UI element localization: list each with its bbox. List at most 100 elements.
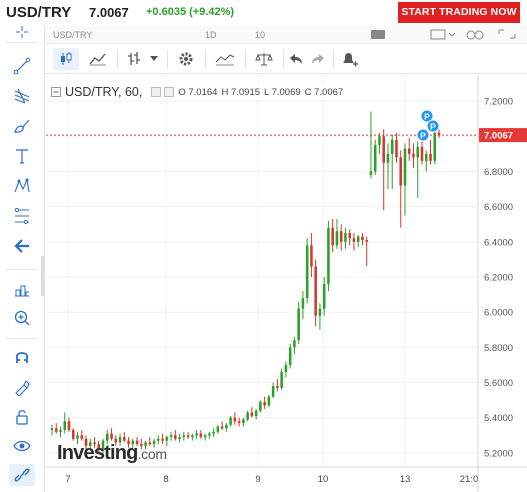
candle-body bbox=[301, 298, 305, 309]
sidebar-scroll-handle[interactable] bbox=[41, 256, 44, 296]
chart-type-candles[interactable] bbox=[53, 48, 79, 70]
candle-body bbox=[186, 435, 190, 438]
start-trading-button[interactable]: START TRADING NOW bbox=[398, 2, 520, 23]
chart-background bbox=[46, 75, 527, 492]
candle-body bbox=[148, 442, 152, 445]
fib-tool[interactable] bbox=[9, 205, 35, 227]
candle-body bbox=[242, 419, 245, 424]
candle-body bbox=[182, 435, 186, 438]
lock-drawing-tool[interactable] bbox=[9, 376, 35, 398]
trendline-icon bbox=[13, 57, 31, 75]
brush-tool[interactable] bbox=[9, 115, 35, 137]
candle-body bbox=[123, 437, 126, 441]
candle-body bbox=[263, 401, 266, 406]
legend-close: C 7.0067 bbox=[304, 86, 344, 98]
undo-button[interactable] bbox=[285, 48, 307, 70]
redo-icon bbox=[312, 54, 324, 64]
unlock-tool[interactable] bbox=[9, 406, 35, 428]
magnet-icon bbox=[16, 352, 28, 363]
event-marker bbox=[420, 109, 434, 123]
symbol-field[interactable]: USD/TRY bbox=[53, 30, 93, 40]
candle-body bbox=[382, 136, 385, 163]
candle-body bbox=[140, 444, 143, 446]
interval-button[interactable]: 1D bbox=[205, 30, 217, 40]
fullscreen-icon[interactable] bbox=[497, 28, 517, 40]
candle-body bbox=[144, 442, 147, 446]
measure-tool[interactable] bbox=[9, 278, 35, 300]
candle-body bbox=[174, 435, 177, 439]
layout-icon[interactable] bbox=[430, 28, 456, 40]
y-tick-label: 6.2000 bbox=[484, 273, 513, 284]
remove-drawings-tool[interactable] bbox=[9, 235, 35, 257]
compare-button[interactable] bbox=[251, 48, 277, 70]
zoom-tool[interactable] bbox=[9, 307, 35, 329]
candle-body bbox=[314, 266, 317, 316]
bar-style-button[interactable] bbox=[123, 48, 145, 70]
candle-body bbox=[225, 424, 228, 429]
chart-type-line[interactable] bbox=[85, 48, 111, 70]
magnet-tool[interactable] bbox=[9, 346, 35, 368]
candle-body bbox=[195, 433, 198, 436]
candle-body bbox=[386, 153, 390, 163]
candlestick-icon bbox=[61, 52, 72, 65]
text-tool[interactable] bbox=[9, 145, 35, 167]
candle-body bbox=[437, 132, 441, 136]
undo-icon bbox=[290, 54, 302, 64]
cloud-icon[interactable] bbox=[465, 28, 487, 40]
candle-body bbox=[97, 444, 101, 450]
legend-hide-button[interactable] bbox=[164, 87, 175, 97]
alert-button[interactable] bbox=[337, 48, 361, 70]
candle-body bbox=[93, 442, 96, 445]
candle-body bbox=[424, 153, 428, 161]
legend-settings-button[interactable] bbox=[151, 87, 162, 97]
candle-body bbox=[271, 386, 275, 397]
trendline-tool[interactable] bbox=[9, 55, 35, 77]
bar-style-dropdown[interactable] bbox=[147, 48, 161, 70]
pair-symbol: USD/TRY bbox=[6, 4, 72, 21]
watermark-brand: Investing bbox=[57, 442, 138, 464]
candle-body bbox=[80, 435, 84, 439]
candle-body bbox=[267, 396, 271, 406]
camera-icon[interactable] bbox=[370, 28, 386, 40]
event-marker bbox=[416, 128, 430, 142]
candle-body bbox=[433, 132, 437, 161]
candle-body bbox=[335, 231, 339, 246]
pitchfork-tool[interactable] bbox=[9, 85, 35, 107]
price-chart[interactable]: 7.20007.00006.80006.60006.40006.20006.00… bbox=[46, 75, 527, 492]
interval-button[interactable]: 10 bbox=[255, 30, 266, 40]
candle-body bbox=[420, 146, 424, 161]
candle-body bbox=[356, 236, 360, 242]
indicators-button[interactable] bbox=[211, 48, 239, 70]
y-tick-label: 6.4000 bbox=[484, 237, 513, 248]
candle-body bbox=[352, 238, 356, 242]
text-icon bbox=[16, 149, 28, 164]
candle-body bbox=[403, 148, 407, 186]
candle-body bbox=[365, 240, 368, 242]
candle-body bbox=[284, 364, 288, 372]
y-tick-label: 6.0000 bbox=[484, 308, 513, 319]
candle-body bbox=[135, 440, 139, 445]
compare-icon bbox=[255, 53, 273, 66]
link-tool[interactable] bbox=[9, 464, 35, 486]
candle-body bbox=[322, 284, 326, 309]
drawing-toolbar bbox=[0, 26, 45, 492]
settings-button[interactable] bbox=[173, 48, 199, 70]
candle-body bbox=[67, 421, 71, 431]
candle-body bbox=[229, 417, 232, 425]
visibility-tool[interactable] bbox=[9, 435, 35, 457]
collapse-icon[interactable] bbox=[51, 87, 61, 97]
last-price: 7.0067 bbox=[89, 5, 129, 20]
candle-body bbox=[280, 372, 283, 388]
unlock-icon bbox=[16, 410, 28, 425]
candle-body bbox=[339, 231, 343, 242]
redo-button[interactable] bbox=[307, 48, 329, 70]
candle-body bbox=[106, 433, 109, 441]
crosshair-tool[interactable] bbox=[9, 26, 35, 38]
candle-body bbox=[305, 245, 309, 299]
candle-body bbox=[344, 233, 347, 242]
event-marker-label: P bbox=[430, 122, 436, 132]
y-tick-label: 6.8000 bbox=[484, 167, 513, 178]
pattern-tool[interactable] bbox=[9, 175, 35, 197]
candle-body bbox=[293, 340, 296, 348]
alert-icon bbox=[343, 53, 358, 67]
